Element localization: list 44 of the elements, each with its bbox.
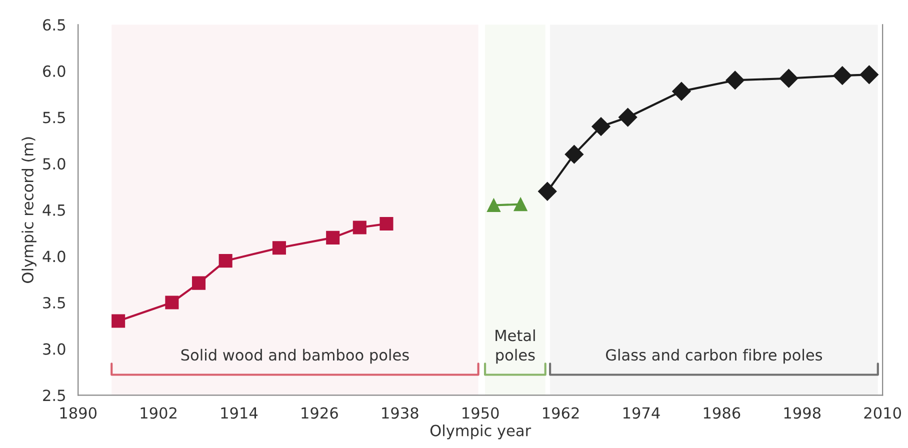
point — [165, 296, 179, 310]
point — [352, 220, 366, 234]
x-tick-label: 1926 — [302, 407, 338, 419]
point — [112, 314, 126, 328]
x-tick-label: 1950 — [462, 407, 499, 419]
point — [514, 198, 528, 212]
point — [272, 241, 286, 255]
x-tick-label: 1986 — [704, 407, 740, 419]
point — [726, 70, 744, 90]
point — [672, 82, 691, 101]
y-tick-label: 2.5 — [43, 390, 65, 402]
y-tick-label: 6.0 — [43, 65, 66, 77]
y-tick-label: 6.5 — [43, 19, 65, 31]
y-tick-label: 4.0 — [42, 250, 66, 262]
x-tick-label: 1902 — [140, 407, 176, 419]
point — [832, 66, 852, 85]
band-label: Solid wood and bamboo poles — [181, 348, 409, 364]
band-label: Glass and carbon fibre poles — [606, 348, 822, 364]
y-tick-label: 5.5 — [43, 112, 65, 124]
band-label: Metal poles — [496, 329, 535, 364]
y-tick-label: 3.0 — [43, 343, 66, 355]
point — [779, 69, 798, 88]
point — [380, 217, 394, 231]
point — [618, 108, 638, 127]
x-tick-label: 1998 — [784, 407, 821, 419]
point — [486, 198, 501, 212]
x-tick-label: 1974 — [623, 407, 660, 419]
point — [860, 65, 879, 84]
y-tick-label: 3.5 — [43, 296, 65, 309]
y-tick-label: 4.5 — [42, 204, 65, 216]
y-axis-title: Olympic record (m) — [22, 137, 36, 283]
x-tick-label: 1914 — [221, 407, 258, 419]
point — [564, 144, 584, 164]
y-tick-label: 5.0 — [43, 158, 66, 170]
point — [592, 117, 610, 136]
point — [192, 276, 206, 290]
x-tick-label: 2010 — [864, 407, 901, 419]
x-tick-label: 1938 — [382, 407, 418, 419]
point — [538, 182, 557, 201]
x-tick-label: 1962 — [543, 407, 579, 419]
x-axis-title: Olympic year — [430, 424, 532, 440]
point — [218, 254, 232, 268]
x-tick-label: 1890 — [60, 407, 97, 419]
point — [326, 230, 340, 244]
